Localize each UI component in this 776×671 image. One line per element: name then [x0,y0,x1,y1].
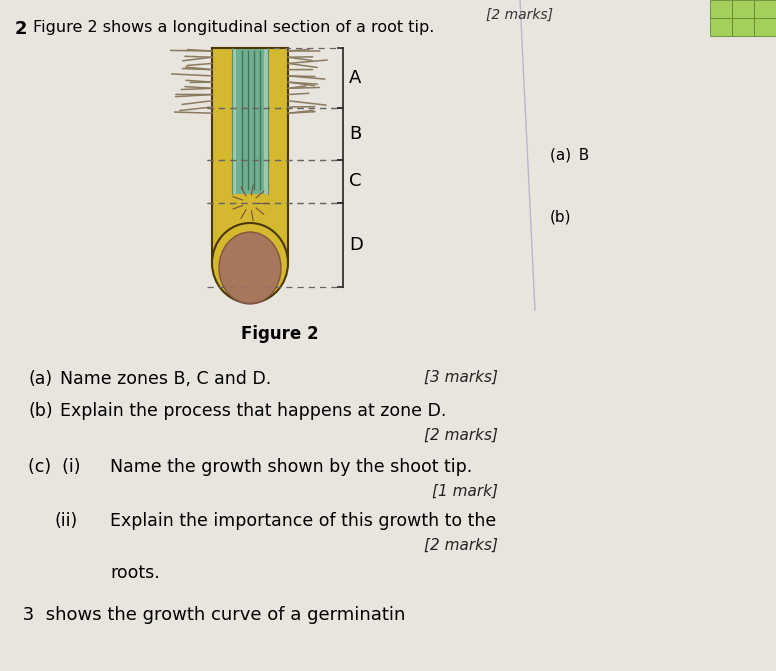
Text: A: A [349,69,362,87]
Text: [2 marks]: [2 marks] [486,8,553,22]
Bar [236,48,264,194]
Bar [710,0,732,18]
Text: B: B [349,125,362,143]
Text: D: D [349,236,363,254]
Bar [232,48,237,194]
Text: (c)  (i): (c) (i) [28,458,81,476]
Text: Name the growth shown by the shoot tip.: Name the growth shown by the shoot tip. [110,458,473,476]
Text: Figure 2: Figure 2 [241,325,319,343]
Text: [1 mark]: [1 mark] [432,484,498,499]
Ellipse shape [219,232,281,304]
Bar [754,18,776,36]
Text: C: C [349,172,362,191]
Bar [732,0,754,18]
Text: [2 marks]: [2 marks] [424,538,498,553]
Text: (a): (a) [28,370,52,388]
Text: roots.: roots. [110,564,160,582]
Text: (ii): (ii) [55,512,78,530]
Text: (b): (b) [550,210,571,225]
Text: Figure 2 shows a longitudinal section of a root tip.: Figure 2 shows a longitudinal section of… [33,20,435,35]
Bar [710,18,732,36]
Bar [212,48,288,263]
Text: 2: 2 [15,20,27,38]
Text: (b): (b) [28,402,53,420]
Bar [732,18,754,36]
Bar [263,48,268,194]
Bar [754,0,776,18]
Text: [2 marks]: [2 marks] [424,428,498,443]
Text: Explain the importance of this growth to the: Explain the importance of this growth to… [110,512,496,530]
Ellipse shape [212,223,288,303]
Text: (a) B: (a) B [550,148,589,163]
Text: Explain the process that happens at zone D.: Explain the process that happens at zone… [60,402,446,420]
Text: Name zones B, C and D.: Name zones B, C and D. [60,370,272,388]
Text: 3  shows the growth curve of a germinatin: 3 shows the growth curve of a germinatin [8,606,405,624]
Text: [3 marks]: [3 marks] [424,370,498,385]
